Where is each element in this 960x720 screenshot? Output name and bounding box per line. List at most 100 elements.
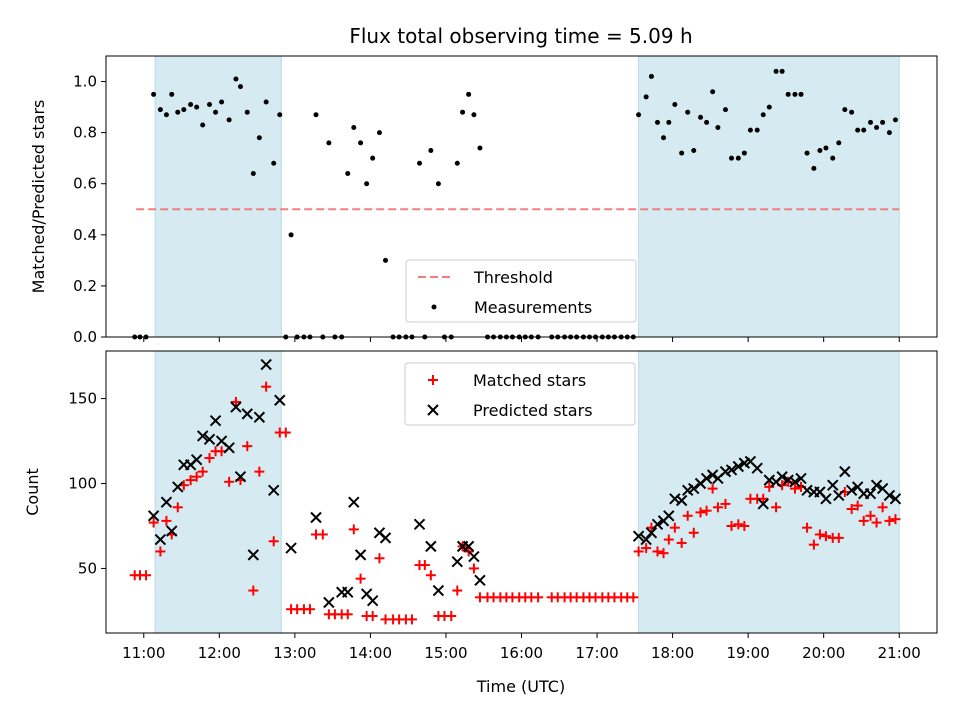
predicted-star-point <box>688 482 700 495</box>
y-tick-label: 0.6 <box>73 175 97 193</box>
matched-star-point <box>197 466 208 477</box>
measurement-point <box>226 117 232 123</box>
matched-star-point <box>733 519 744 530</box>
measurement-point <box>679 150 685 156</box>
predicted-star-point <box>160 496 173 508</box>
matched-star-point <box>367 611 378 622</box>
measurement-point <box>855 127 861 133</box>
measurement-point <box>842 107 848 113</box>
legend-entry-label: Threshold <box>473 268 553 287</box>
measurement-point <box>200 122 206 128</box>
predicted-star-point <box>366 595 379 607</box>
predicted-star-point <box>260 358 272 371</box>
matched-star-point <box>663 534 674 545</box>
measurement-point <box>672 102 678 108</box>
predicted-star-point <box>820 493 832 505</box>
measurement-point <box>435 181 441 187</box>
panel-count: 50 100 150 11:00 12:00 13:00 14:00 15:00 16:00 17… <box>23 350 938 662</box>
legend-ratio: Threshold Measurements <box>405 259 637 323</box>
measurement-point <box>194 104 200 110</box>
predicted-star-point <box>348 496 360 508</box>
x-tick-label: 11:00 <box>122 644 165 662</box>
measurement-point <box>157 107 163 113</box>
legend-entry-label: Measurements <box>474 298 592 317</box>
predicted-star-point <box>223 442 235 454</box>
matched-star-point <box>374 553 385 564</box>
measurement-point <box>766 104 772 110</box>
matched-star-point <box>317 529 328 540</box>
matched-star-point <box>355 573 366 584</box>
measurement-point <box>256 135 262 141</box>
predicted-star-point <box>757 498 769 510</box>
measurement-point <box>754 127 760 133</box>
predicted-star-point <box>310 511 322 524</box>
predicted-star-point <box>789 476 801 488</box>
legend-box <box>404 362 636 426</box>
predicted-star-point <box>166 525 178 537</box>
measurement-point <box>654 119 660 125</box>
measurement-point <box>643 94 649 100</box>
predicted-star-point <box>342 586 354 598</box>
data-points-count <box>129 358 902 625</box>
measurement-point <box>715 125 721 131</box>
matched-star-point <box>712 502 723 513</box>
predicted-star-point <box>870 479 883 491</box>
predicted-star-point <box>268 484 280 497</box>
matched-star-point <box>425 570 436 581</box>
matched-star-point <box>688 527 699 538</box>
matched-star-point <box>676 537 687 548</box>
predicted-star-point <box>413 518 426 530</box>
matched-star-point <box>224 476 235 487</box>
predicted-star-point <box>462 540 475 553</box>
predicted-star-point <box>700 472 713 485</box>
matched-star-point <box>701 505 712 516</box>
measurement-point <box>773 68 779 74</box>
matched-star-point <box>280 427 291 438</box>
x-tick-label: 16:00 <box>500 644 543 662</box>
predicted-star-point <box>172 481 184 493</box>
measurement-point <box>747 127 753 133</box>
matched-star-point <box>161 515 172 526</box>
matched-star-point <box>783 476 794 487</box>
legend-entry-label: Predicted stars <box>473 401 593 420</box>
measurement-point <box>151 91 157 97</box>
matched-star-point <box>771 502 782 513</box>
measurement-point <box>648 73 654 79</box>
matched-star-point <box>342 609 353 620</box>
matched-star-point <box>814 529 825 540</box>
x-tick-label: 21:00 <box>878 644 921 662</box>
x-tick-label: 18:00 <box>651 644 694 662</box>
predicted-star-point <box>864 487 877 500</box>
measurement-point <box>661 135 667 141</box>
measurement-point <box>271 160 277 166</box>
measurement-point <box>169 91 175 97</box>
y-tick-label: 0.2 <box>73 277 97 295</box>
predicted-star-point <box>209 414 222 427</box>
measurement-point <box>313 112 319 118</box>
predicted-star-point <box>354 549 367 561</box>
predicted-star-point <box>379 532 392 544</box>
predicted-star-point <box>203 433 216 446</box>
x-tick-label: 15:00 <box>424 644 467 662</box>
measurement-point <box>326 140 332 146</box>
matched-star-point <box>739 520 750 531</box>
matched-star-point <box>808 539 819 550</box>
matched-star-point <box>652 546 663 557</box>
predicted-star-point <box>763 474 775 486</box>
predicted-star-point <box>451 555 463 568</box>
matched-star-point <box>758 493 769 504</box>
matched-star-point <box>406 614 417 625</box>
y-tick-label: 0.4 <box>73 226 97 244</box>
measurement-point <box>722 107 728 113</box>
measurement-point <box>163 112 169 118</box>
predicted-star-point <box>247 549 260 561</box>
predicted-star-point <box>154 533 167 546</box>
predicted-star-point <box>632 530 645 542</box>
matched-star-point <box>254 466 265 477</box>
matched-star-point <box>833 532 844 543</box>
y-tick-label: 50 <box>78 559 97 577</box>
predicted-star-point <box>241 408 253 420</box>
measurement-point <box>206 102 212 108</box>
y-tick-label: 150 <box>68 390 97 408</box>
